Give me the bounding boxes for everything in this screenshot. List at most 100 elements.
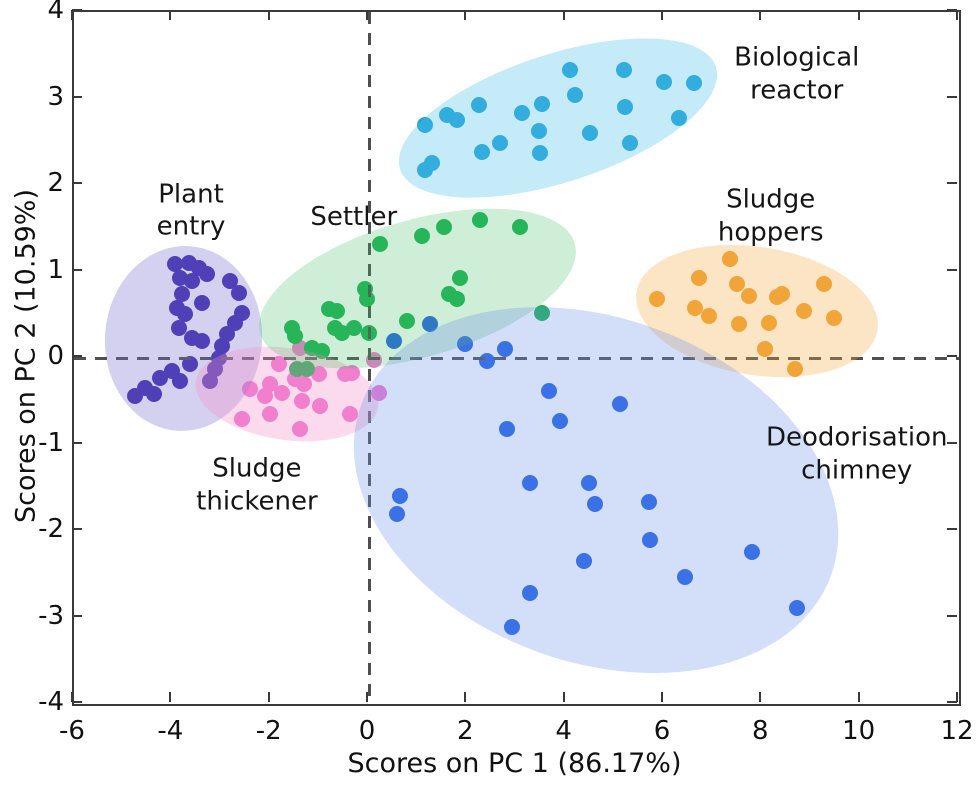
deodorisation_chimney-point[interactable] [641,531,658,548]
deodorisation_chimney-point[interactable] [391,488,408,505]
settler-point[interactable] [472,212,489,229]
settler-point[interactable] [329,303,346,320]
sludge_hoppers-point[interactable] [786,361,803,378]
biological_reactor-point[interactable] [449,112,465,129]
biological_reactor-point[interactable] [581,125,598,142]
sludge_hoppers-point[interactable] [721,250,738,267]
biological_reactor-point[interactable] [622,134,639,151]
plant_entry-point[interactable] [218,325,235,342]
sludge_hoppers-point[interactable] [815,275,832,292]
biological_reactor-point[interactable] [616,61,633,78]
sludge_thickener-point[interactable] [341,406,358,423]
plant_entry-point[interactable] [213,337,230,354]
deodorisation_chimney-point[interactable] [540,382,557,399]
plant_entry-point[interactable] [182,356,199,373]
sludge_hoppers-point[interactable] [796,303,813,320]
deodorisation_chimney-point[interactable] [575,553,592,570]
sludge_thickener-point[interactable] [271,356,288,373]
plant_entry-point[interactable] [177,305,194,322]
sludge_hoppers-point[interactable] [774,285,790,302]
deodorisation_chimney-point[interactable] [386,332,403,349]
sludge_thickener-point[interactable] [257,388,274,405]
biological_reactor-point[interactable] [656,74,672,91]
plant_entry-point[interactable] [172,373,189,390]
sludge_hoppers-point[interactable] [649,291,666,308]
sludge_hoppers-point[interactable] [826,310,843,327]
sludge_hoppers-point[interactable] [730,316,747,333]
sludge_thickener-point[interactable] [262,375,279,392]
settler-point[interactable] [449,291,465,308]
settler-point[interactable] [511,219,528,236]
plant_entry-point[interactable] [231,285,248,302]
sludge_hoppers-point[interactable] [760,314,777,331]
biological_reactor-point[interactable] [534,95,551,112]
plant_entry-point[interactable] [202,373,219,390]
sludge_thickener-point[interactable] [294,393,311,410]
sludge_thickener-point[interactable] [296,375,313,392]
sludge_hoppers-point[interactable] [690,270,707,287]
settler-point[interactable] [534,305,551,322]
deodorisation_chimney-point[interactable] [504,619,521,635]
deodorisation_chimney-point[interactable] [551,413,568,430]
settler-point[interactable] [313,343,330,360]
deodorisation_chimney-point[interactable] [580,475,597,492]
settler-point[interactable] [287,327,304,344]
plant_entry-point[interactable] [184,273,200,289]
biological_reactor-point[interactable] [532,144,549,161]
sludge_hoppers-point[interactable] [700,307,717,324]
sludge_thickener-point[interactable] [273,385,290,402]
settler-point[interactable] [436,219,453,236]
plant_entry-point[interactable] [174,285,191,302]
biological_reactor-point[interactable] [562,61,579,78]
sludge_thickener-point[interactable] [370,384,387,401]
deodorisation_chimney-point[interactable] [499,420,516,437]
deodorisation_chimney-point[interactable] [521,475,538,492]
biological_reactor-point[interactable] [670,110,687,127]
sludge_thickener-point[interactable] [292,420,309,437]
deodorisation_chimney-point[interactable] [497,341,514,358]
biological_reactor-point[interactable] [491,134,508,151]
plant_entry-point[interactable] [152,369,169,386]
deodorisation_chimney-point[interactable] [587,496,604,513]
deodorisation_chimney-point[interactable] [456,336,473,353]
settler-point[interactable] [451,270,468,287]
deodorisation_chimney-point[interactable] [640,493,657,510]
deodorisation_chimney-point[interactable] [421,316,438,333]
sludge_thickener-point[interactable] [234,411,251,428]
sludge_thickener-point[interactable] [262,406,279,423]
sludge_hoppers-point[interactable] [741,287,758,304]
plant_entry-point[interactable] [207,361,224,378]
deodorisation_chimney-point[interactable] [744,543,760,560]
deodorisation_chimney-point[interactable] [788,599,805,616]
plant_entry-point[interactable] [166,255,183,272]
sludge_thickener-point[interactable] [311,398,328,415]
settler-point[interactable] [414,228,431,245]
biological_reactor-point[interactable] [417,117,434,134]
plant_entry-point[interactable] [171,319,188,336]
plant_entry-point[interactable] [199,266,216,283]
biological_reactor-point[interactable] [417,162,434,179]
biological_reactor-point[interactable] [474,144,491,161]
biological_reactor-point[interactable] [617,99,634,116]
settler-point[interactable] [359,291,376,308]
deodorisation_chimney-point[interactable] [521,585,538,602]
sludge_hoppers-point[interactable] [728,275,745,292]
plant_entry-point[interactable] [146,386,163,403]
settler-point[interactable] [345,319,362,336]
sludge_hoppers-point[interactable] [756,341,773,358]
biological_reactor-point[interactable] [567,87,583,104]
plant_entry-point[interactable] [193,332,210,349]
plant_entry-point[interactable] [126,388,143,405]
sludge_thickener-point[interactable] [242,381,259,398]
deodorisation_chimney-point[interactable] [611,395,628,412]
biological_reactor-point[interactable] [471,97,488,114]
plant_entry-point[interactable] [221,273,238,289]
settler-point[interactable] [299,361,316,378]
plant_entry-point[interactable] [193,294,210,311]
sludge_hoppers-point[interactable] [686,299,703,316]
settler-point[interactable] [371,235,388,252]
sludge_thickener-point[interactable] [343,364,360,381]
biological_reactor-point[interactable] [531,122,548,139]
biological_reactor-point[interactable] [685,74,702,91]
settler-point[interactable] [398,312,415,329]
